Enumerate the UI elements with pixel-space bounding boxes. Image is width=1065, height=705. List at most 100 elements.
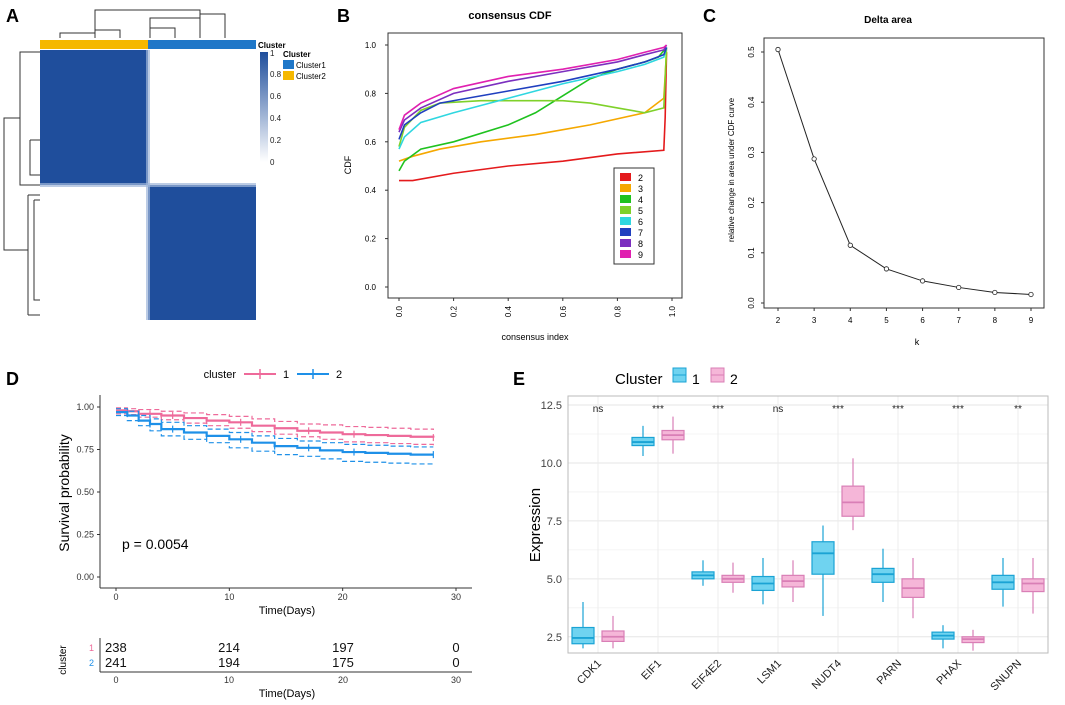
km-ci-upper-2 [116,408,434,448]
km-legend-label-1: 1 [283,369,289,381]
cdf-legend-label: 7 [638,228,643,238]
box-body-SNUPN [1021,578,1045,593]
cdf-y-tick-label: 0.4 [365,186,377,195]
box-significance-EIF1: *** [652,404,664,415]
cdf-y-tick-label: 0.6 [365,138,377,147]
box-y-tick-label: 2.5 [547,632,562,644]
delta-point [811,156,817,162]
box-x-tick-label: CDK1 [575,658,604,687]
box-body-NUDT4 [811,541,835,575]
cdf-y-tick-label: 0.8 [365,89,377,98]
risk-x-tick: 10 [224,675,234,685]
km-x-tick-label: 0 [113,592,118,602]
km-y-tick-label: 0.50 [76,487,94,497]
cdf-x-tick-label: 0.2 [450,305,459,317]
cdf-line-k6 [398,47,668,150]
cdf-line-k7 [398,47,668,140]
delta-x-tick-label: 9 [1029,316,1034,325]
delta-y-tick-label: 0.5 [747,46,756,58]
delta-y-tick-label: 0.2 [747,196,756,208]
cdf-legend-swatch [620,195,631,203]
risk-x-tick: 30 [451,675,461,685]
cdf-y-tick-label: 0.2 [365,235,377,244]
panel-label-c: C [703,6,716,26]
cdf-legend-swatch [620,250,631,258]
km-ci-lower-2 [116,414,434,465]
cdf-line-k8 [398,44,668,133]
cdf-plot-frame [387,32,683,299]
box-x-tick-label: EIF1 [639,658,664,683]
delta-point [956,284,962,291]
colorbar-ticks: 1 0.8 0.6 0.4 0.2 0 [270,49,282,167]
cluster2-annotation-bar [40,40,148,49]
risk-cell: 197 [332,640,354,655]
box-plot-frame [567,395,1049,654]
km-ylabel: Survival probability [56,434,72,552]
delta-area-chart: Delta area 0.00.10.20.30.40.52 3 4 5 6 7 8 9 k … [727,15,1045,347]
heatmap-boundary-h [40,183,256,187]
heatmap-block-cluster2 [40,50,148,185]
row-dendrogram [3,51,40,316]
risk-xlabel: Time(Days) [259,688,315,700]
delta-point [1028,291,1034,298]
box-significance-PARN: *** [892,404,904,415]
box-x-tick-label: PHAX [934,657,964,687]
cdf-legend-label: 5 [638,206,643,216]
column-dendrogram [59,9,226,38]
colorbar-tick: 0.8 [270,70,282,79]
delta-y-tick-label: 0.0 [747,297,756,309]
panel-label-d: D [6,369,19,389]
km-xlabel: Time(Days) [259,605,315,617]
heatmap-block-empty-bottom [40,185,148,320]
km-y-tick-label: 1.00 [76,402,94,412]
cdf-legend-label: 9 [638,250,643,260]
risk-x-tick: 20 [338,675,348,685]
delta-x-tick-label: 6 [920,316,925,325]
colorbar-tick: 1 [270,49,275,58]
colorbar-tick: 0.2 [270,136,282,145]
cdf-y-tick-label: 1.0 [365,41,377,50]
expression-boxplot: Cluster 1 2 2.5 5.0 7.5 10.0 12.5 CDK1 EIF1 EIF… [527,367,1049,693]
colorbar [260,52,268,162]
cdf-legend-label: 2 [638,173,643,183]
cdf-legend-label: 4 [638,195,643,205]
delta-series [775,46,1034,298]
cdf-legend-label: 8 [638,239,643,249]
heatmap-block-cluster1 [148,185,256,320]
box-significance-CDK1: ns [593,404,604,415]
cluster2-legend-label: Cluster2 [296,72,326,81]
delta-x-tick-label: 4 [848,316,853,325]
box-body-CDK1 [571,626,595,645]
box-x-tick-label: NUDT4 [810,658,844,692]
delta-point [775,46,781,53]
km-y-tick-label: 0.25 [76,530,94,540]
risk-cell: 194 [218,655,240,670]
delta-x-tick-label: 3 [812,316,817,325]
colorbar-tick: 0.4 [270,114,282,123]
box-plot-bg [568,396,1048,653]
box-ylabel: Expression [527,488,544,562]
cdf-legend-label: 6 [638,217,643,227]
cdf-series [398,44,668,182]
cdf-line-k3 [398,52,668,162]
cdf-line-k5 [398,47,668,147]
box-significance-PHAX: *** [952,404,964,415]
cdf-xlabel: consensus index [501,332,569,342]
delta-axes: 0.0 0.1 0.2 0.3 0.4 0.5 2 3 4 5 6 7 8 9 [747,46,1034,325]
box-legend-title: Cluster [615,371,663,388]
risk-row-label-1: 1 [89,643,94,653]
risk-cell: 238 [105,640,127,655]
km-curves [116,407,435,465]
delta-y-tick-label: 0.1 [747,247,756,259]
box-y-tick-label: 7.5 [547,516,562,528]
risk-table: cluster 1 2 238 214 197 0 241 194 175 0 … [58,638,472,700]
km-y-tick-label: 0.75 [76,445,94,455]
panel-label-a: A [6,6,19,26]
box-legend-label-1: 1 [692,371,700,387]
cdf-line-k2 [399,52,668,182]
cdf-legend-swatch [620,239,631,247]
km-ci-upper-1 [116,407,434,430]
cdf-legend-swatch [620,228,631,236]
